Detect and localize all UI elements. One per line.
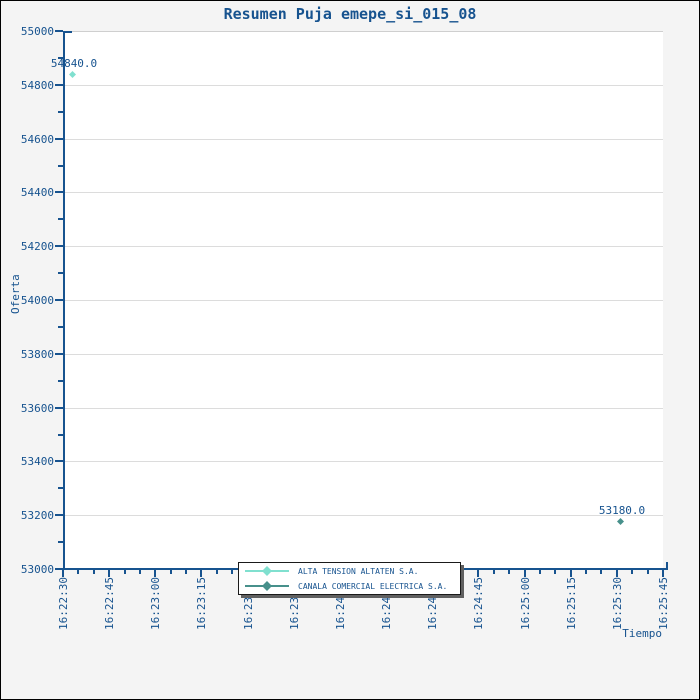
x-major-tick: [524, 570, 526, 577]
y-minor-tick: [58, 380, 63, 382]
legend-label: CANALA COMERCIAL ELECTRICA S.A.: [298, 581, 448, 591]
x-major-tick: [200, 570, 202, 577]
x-minor-tick: [600, 570, 602, 574]
y-major-tick: [55, 514, 63, 516]
y-tick-label: 53000: [20, 563, 54, 576]
y-major-tick: [55, 245, 63, 247]
x-minor-tick: [77, 570, 79, 574]
y-major-tick: [55, 460, 63, 462]
data-point-marker: [69, 71, 76, 78]
y-tick-label: 54400: [20, 186, 54, 199]
x-tick-label: 16:22:45: [103, 577, 116, 630]
diamond-icon: [262, 566, 272, 576]
x-major-tick: [616, 570, 618, 577]
legend-item: CANALA COMERCIAL ELECTRICA S.A.: [245, 580, 460, 592]
gridline: [64, 85, 663, 86]
gridline: [64, 461, 663, 462]
x-major-tick: [570, 570, 572, 577]
y-major-tick: [55, 568, 63, 570]
y-tick-label: 53800: [20, 348, 54, 361]
y-minor-tick: [58, 434, 63, 436]
legend-label: ALTA TENSION ALTATEN S.A.: [298, 566, 419, 576]
y-minor-tick: [58, 541, 63, 543]
x-axis-title: Tiempo: [622, 627, 662, 640]
y-major-tick: [55, 353, 63, 355]
y-minor-tick: [58, 272, 63, 274]
y-tick-label: 54200: [20, 240, 54, 253]
x-minor-tick: [554, 570, 556, 574]
y-minor-tick: [58, 165, 63, 167]
x-minor-tick: [185, 570, 187, 574]
x-minor-tick: [216, 570, 218, 574]
y-minor-tick: [58, 326, 63, 328]
axis-corner-stub: [63, 31, 72, 33]
x-minor-tick: [508, 570, 510, 574]
x-tick-label: 16:23:15: [195, 577, 208, 630]
gridline: [64, 192, 663, 193]
gridline: [64, 139, 663, 140]
legend: ALTA TENSION ALTATEN S.A. CANALA COMERCIA…: [238, 562, 461, 595]
data-point-label: 53180.0: [598, 504, 646, 517]
y-tick-label: 54000: [20, 294, 54, 307]
x-tick-label: 16:22:30: [57, 577, 70, 630]
y-major-tick: [55, 138, 63, 140]
x-minor-tick: [170, 570, 172, 574]
x-major-tick: [62, 570, 64, 577]
y-axis-line: [63, 31, 65, 570]
x-minor-tick: [585, 570, 587, 574]
series-marker: [245, 581, 289, 591]
chart-title: Resumen Puja emepe_si_015_08: [223, 5, 477, 23]
x-minor-tick: [631, 570, 633, 574]
y-minor-tick: [58, 487, 63, 489]
y-tick-label: 53400: [20, 455, 54, 468]
y-tick-label: 54800: [20, 79, 54, 92]
y-tick-label: 55000: [20, 25, 54, 38]
y-major-tick: [55, 30, 63, 32]
gridline: [64, 515, 663, 516]
x-minor-tick: [493, 570, 495, 574]
y-minor-tick: [58, 57, 63, 59]
x-minor-tick: [231, 570, 233, 574]
y-tick-label: 54600: [20, 133, 54, 146]
x-tick-label: 16:25:45: [657, 577, 670, 630]
diamond-icon: [262, 581, 272, 591]
series-marker: [245, 566, 289, 576]
x-major-tick: [662, 570, 664, 577]
gridline: [64, 246, 663, 247]
x-axis-end-stub: [666, 562, 668, 568]
y-major-tick: [55, 299, 63, 301]
x-minor-tick: [539, 570, 541, 574]
y-minor-tick: [58, 111, 63, 113]
x-major-tick: [477, 570, 479, 577]
x-tick-label: 16:23:00: [149, 577, 162, 630]
x-tick-label: 16:25:15: [565, 577, 578, 630]
y-minor-tick: [58, 218, 63, 220]
y-major-tick: [55, 191, 63, 193]
x-minor-tick: [139, 570, 141, 574]
x-tick-label: 16:25:00: [519, 577, 532, 630]
gridline: [64, 300, 663, 301]
y-major-tick: [55, 84, 63, 86]
x-minor-tick: [462, 570, 464, 574]
x-tick-label: 16:24:45: [472, 577, 485, 630]
y-tick-label: 53600: [20, 402, 54, 415]
data-point-marker: [617, 518, 624, 525]
x-major-tick: [154, 570, 156, 577]
legend-item: ALTA TENSION ALTATEN S.A.: [245, 565, 460, 577]
gridline: [64, 408, 663, 409]
data-point-label: 54840.0: [50, 57, 98, 70]
y-tick-label: 53200: [20, 509, 54, 522]
x-minor-tick: [93, 570, 95, 574]
x-minor-tick: [647, 570, 649, 574]
gridline: [64, 354, 663, 355]
plot-top-frame: [63, 31, 663, 32]
x-tick-label: 16:25:30: [611, 577, 624, 630]
y-major-tick: [55, 407, 63, 409]
x-major-tick: [108, 570, 110, 577]
x-minor-tick: [124, 570, 126, 574]
